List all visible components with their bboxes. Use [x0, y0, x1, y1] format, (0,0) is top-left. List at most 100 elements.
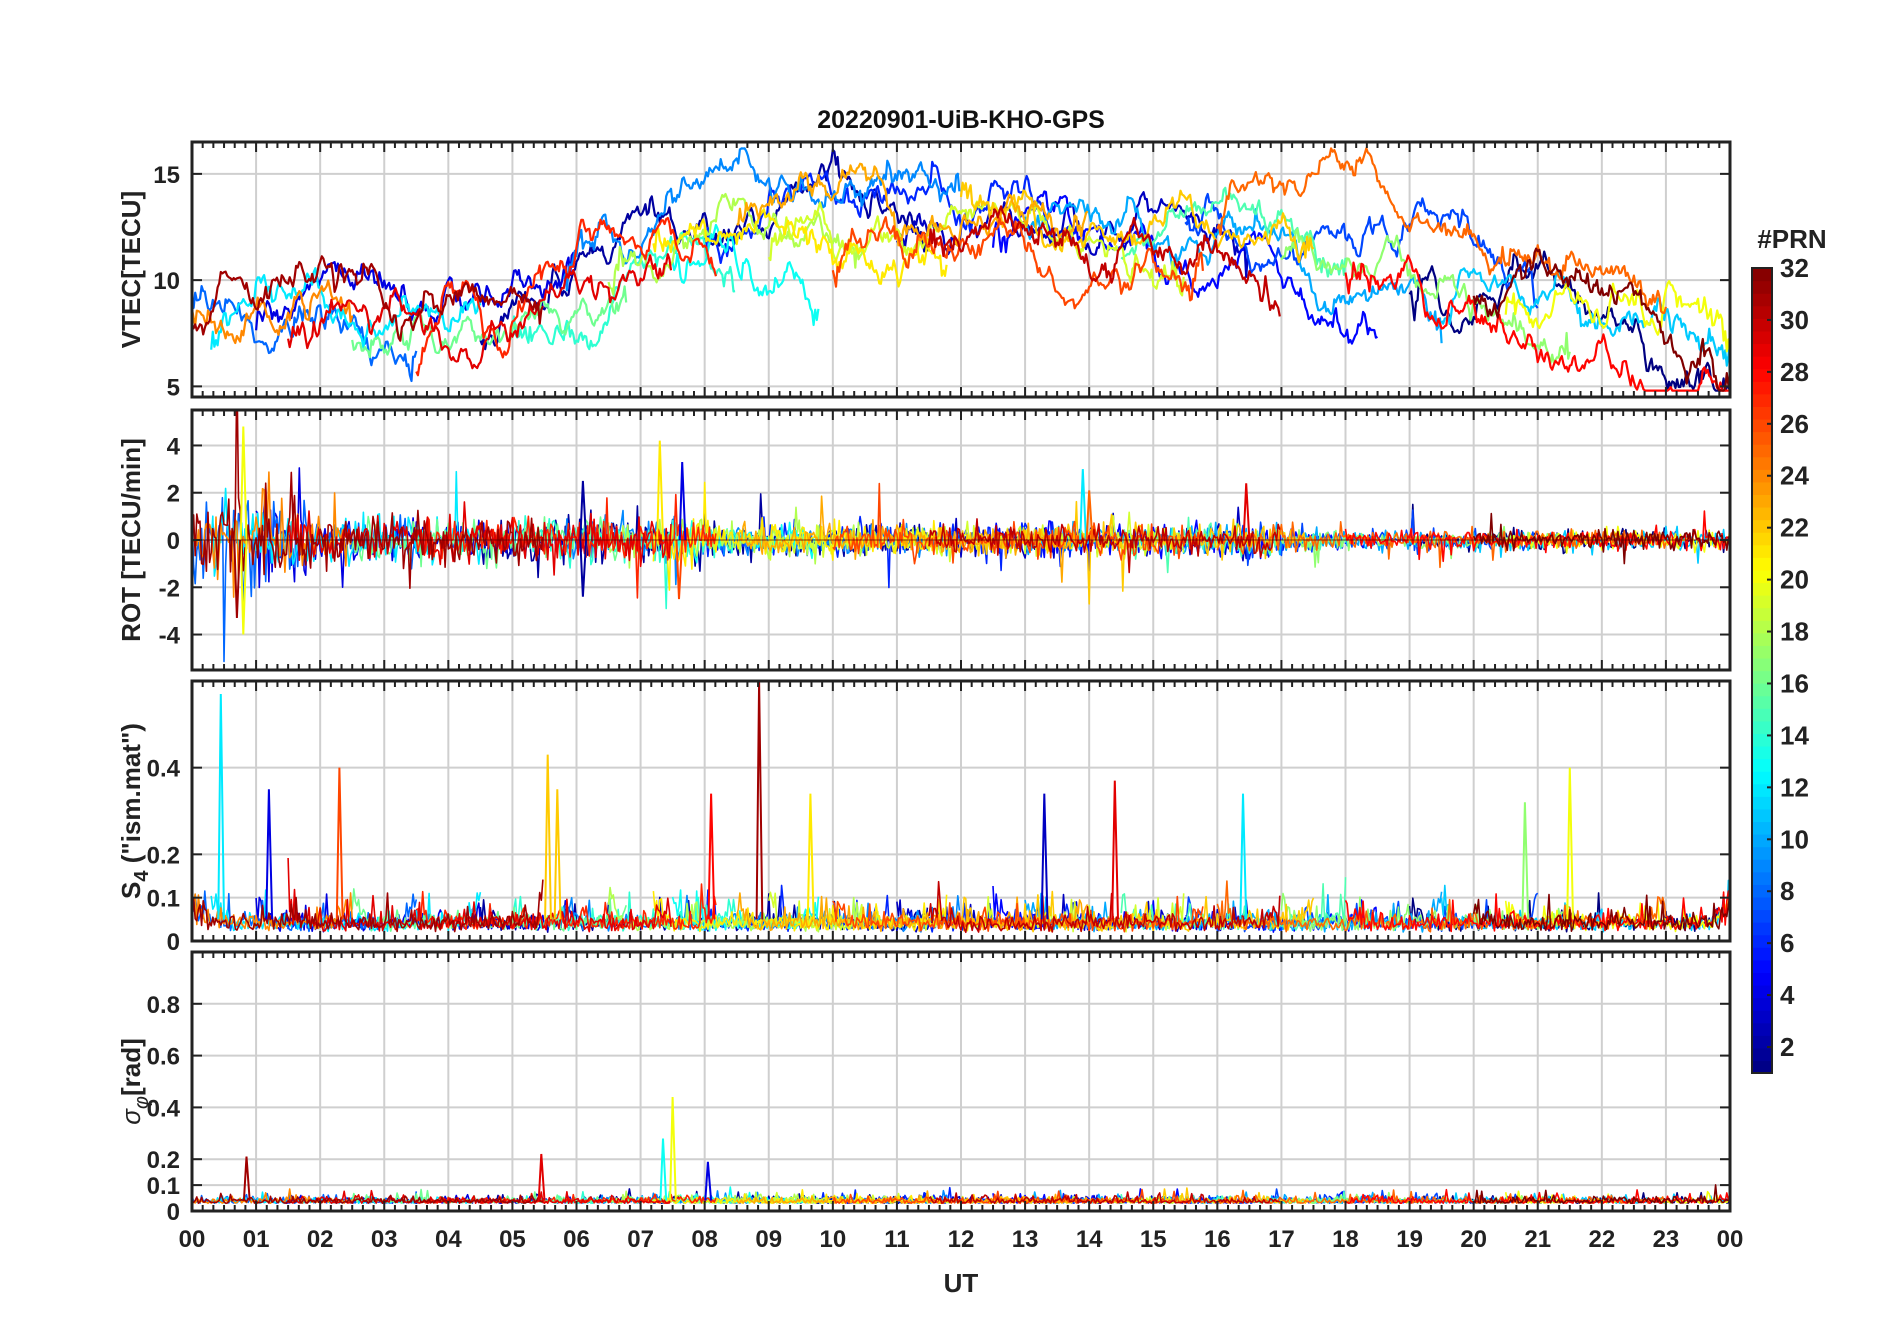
- panel-s4-grid: [192, 681, 1730, 941]
- colorbar-segment: [1752, 456, 1772, 470]
- y-axis-label-rot: ROT [TECU/min]: [116, 438, 146, 642]
- series-prn-25: [1216, 1189, 1667, 1204]
- x-tick-label: 22: [1588, 1226, 1615, 1253]
- x-tick-label: 16: [1204, 1226, 1231, 1253]
- colorbar-segment: [1752, 607, 1772, 621]
- y-tick-label: 0: [167, 929, 180, 956]
- series-prn-30: [928, 880, 1281, 934]
- y-axis-label-phase: σφ[rad]: [116, 1038, 153, 1125]
- peak-prn-31: [242, 1156, 251, 1201]
- colorbar-segment: [1752, 431, 1772, 445]
- series-prn-9: [562, 147, 961, 292]
- series-prn-29: [287, 857, 672, 933]
- colorbar-segment: [1752, 368, 1772, 382]
- peak-prn-4: [678, 461, 687, 541]
- x-tick-label: 04: [435, 1226, 462, 1253]
- colorbar-segment: [1752, 683, 1772, 697]
- colorbar-segment: [1752, 506, 1772, 521]
- y-tick-label: 4: [167, 433, 181, 460]
- x-tick-label: 20: [1460, 1226, 1487, 1253]
- colorbar-segment: [1752, 406, 1772, 420]
- colorbar-segment: [1752, 909, 1772, 923]
- colorbar-frame: [1751, 267, 1773, 1074]
- x-tick-label: 07: [627, 1226, 654, 1253]
- colorbar-segment: [1752, 733, 1772, 747]
- series-prn-24: [192, 279, 354, 345]
- colorbar-segment: [1752, 1047, 1772, 1062]
- peak-prn-21: [656, 440, 664, 541]
- panel-phase-y-ticks: 00.10.2 0.4 0.6 0.8: [147, 992, 1730, 1226]
- panel-vtec: 5 10 15 VTEC[TECU]: [116, 140, 1732, 401]
- colorbar-tick-label: 14: [1780, 720, 1809, 750]
- colorbar-segment: [1752, 997, 1772, 1011]
- x-tick-label: 23: [1653, 1226, 1680, 1253]
- peak-prn-12: [1079, 469, 1087, 541]
- y-tick-label: 0.2: [147, 1147, 180, 1174]
- panel-s4-traces: [192, 681, 1730, 934]
- y-tick-label: 2: [167, 481, 180, 508]
- y-tick-label: 0.4: [147, 1095, 181, 1122]
- colorbar-segment: [1752, 745, 1772, 760]
- colorbar-segment: [1752, 871, 1772, 885]
- series-prn-32: [1472, 247, 1730, 392]
- panel-rot: -4 -2 0 2 4 ROT [TECU/min]: [116, 408, 1732, 672]
- peak-prn-20: [1566, 767, 1574, 920]
- series-prn-18: [607, 192, 865, 296]
- y-tick-label: 0: [167, 528, 180, 555]
- peak-prn-25: [1085, 490, 1094, 541]
- colorbar-tick-label: 18: [1780, 617, 1809, 647]
- panel-phase: 00.10.2 0.4 0.6 0.8 σφ[rad]: [116, 950, 1732, 1226]
- colorbar-segment: [1752, 1022, 1772, 1036]
- chart-title: 20220901-UiB-KHO-GPS: [817, 106, 1105, 134]
- colorbar-segment: [1752, 519, 1772, 533]
- series-prn-30: [928, 518, 1281, 574]
- x-tick-label: 12: [948, 1226, 975, 1253]
- panel-rot-traces: [192, 410, 1730, 663]
- panel-rot-x-ticks: [191, 410, 1731, 670]
- series-prn-11: [1440, 267, 1730, 367]
- colorbar-segment: [1752, 381, 1772, 395]
- x-tick-labels: 00 01 02 03 04 05 06 07 08 09 10 11 12 13 14 15 16 17 18 19…: [179, 1226, 1744, 1253]
- x-tick-label: 09: [755, 1226, 782, 1253]
- peak-prn-2: [579, 480, 588, 541]
- series-prn-27: [415, 216, 717, 377]
- colorbar-segment: [1752, 268, 1772, 282]
- panel-vtec-y-ticks: 5 10 15: [153, 162, 1730, 401]
- panel-vtec-traces: [192, 147, 1730, 392]
- colorbar-segment: [1752, 557, 1772, 571]
- x-tick-label: 00: [179, 1226, 206, 1253]
- colorbar-tick-label: 20: [1780, 565, 1809, 595]
- colorbar-label: #PRN: [1757, 224, 1826, 254]
- colorbar-tick-label: 22: [1780, 513, 1809, 543]
- x-tick-label: 21: [1524, 1226, 1551, 1253]
- colorbar-segment: [1752, 771, 1772, 785]
- colorbar-segment: [1752, 670, 1772, 684]
- y-tick-label: -2: [159, 575, 180, 602]
- series-prn-12: [210, 267, 482, 350]
- peak-prn-26: [335, 767, 344, 920]
- y-tick-label: 10: [153, 268, 180, 295]
- panel-rot-y-ticks: -4 -2 0 2 4: [159, 433, 1730, 650]
- x-tick-label: 10: [819, 1226, 846, 1253]
- x-tick-label: 03: [371, 1226, 398, 1253]
- peak-prn-3: [1040, 793, 1049, 920]
- series-prn-25: [1216, 147, 1667, 314]
- colorbar-segment: [1752, 972, 1772, 986]
- x-tick-label: 05: [499, 1226, 526, 1253]
- y-tick-label: 0.1: [147, 1173, 180, 1200]
- y-tick-label: -4: [159, 623, 181, 650]
- colorbar-segment: [1752, 356, 1772, 370]
- peak-prn-20: [239, 426, 248, 541]
- colorbar-tick-label: 26: [1780, 409, 1809, 439]
- colorbar-tick-label: 24: [1780, 461, 1809, 491]
- colorbar-segment: [1752, 544, 1772, 558]
- x-tick-label: 11: [884, 1226, 909, 1253]
- panel-s4-y-ticks: 0 0.1 0.2 0.4: [147, 756, 1730, 956]
- peak-prn-21: [806, 793, 815, 920]
- peak-prn-26: [675, 539, 684, 600]
- colorbar-segment: [1752, 796, 1772, 810]
- colorbar-segment: [1752, 846, 1772, 860]
